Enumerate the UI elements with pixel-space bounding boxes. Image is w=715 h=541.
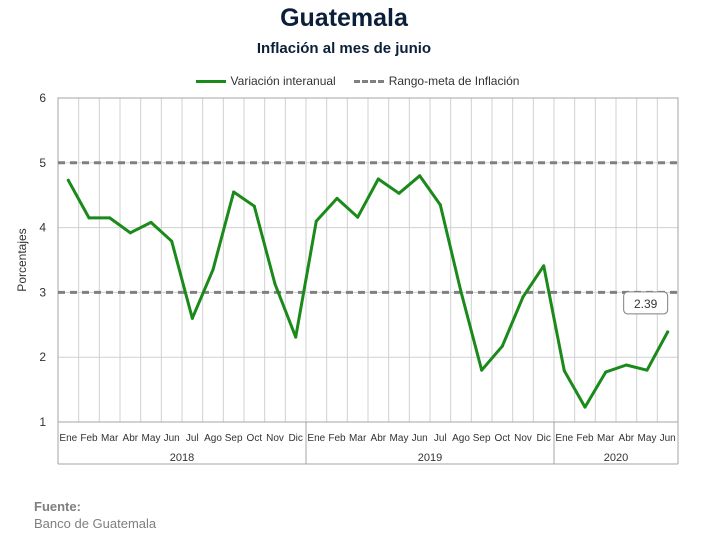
interannual-data-point — [459, 290, 463, 294]
x-tick-label-month: May — [142, 433, 161, 444]
interannual-data-point — [190, 316, 194, 320]
x-tick-label-month: Sep — [473, 433, 491, 444]
interannual-data-point — [108, 216, 112, 220]
x-tick-label-month: Abr — [371, 433, 387, 444]
x-tick-label-month: Nov — [514, 433, 532, 444]
x-tick-label-month: Dic — [536, 433, 550, 444]
interannual-data-point — [562, 369, 566, 373]
x-tick-label-month: Jun — [412, 433, 428, 444]
interannual-data-point — [418, 174, 422, 178]
x-tick-label-month: May — [638, 433, 657, 444]
y-axis-label: Porcentajes — [15, 228, 29, 291]
interannual-data-point — [500, 344, 504, 348]
interannual-data-point — [128, 231, 132, 235]
interannual-data-point — [583, 405, 587, 409]
x-tick-label-month: Mar — [101, 433, 119, 444]
x-tick-label-month: Oct — [247, 433, 263, 444]
x-tick-label-month: Abr — [123, 433, 139, 444]
x-tick-label-month: Jun — [660, 433, 676, 444]
x-tick-label-month: May — [390, 433, 409, 444]
y-tick-label: 4 — [39, 221, 46, 235]
x-tick-label-month: Feb — [576, 433, 594, 444]
x-tick-label-month: Ene — [59, 433, 77, 444]
interannual-data-point — [604, 370, 608, 374]
interannual-data-point — [294, 335, 298, 339]
interannual-data-point — [149, 220, 153, 224]
x-tick-label-month: Jul — [434, 433, 447, 444]
plot-area — [57, 97, 679, 423]
interannual-data-point — [480, 368, 484, 372]
legend-label-target-range: Rango-meta de Inflación — [388, 74, 520, 88]
interannual-data-point — [314, 219, 318, 223]
interannual-data-point — [170, 239, 174, 243]
x-tick-label-month: Oct — [495, 433, 511, 444]
x-tick-label-month: Mar — [349, 433, 367, 444]
interannual-data-point — [438, 203, 442, 207]
interannual-data-point — [666, 330, 670, 334]
x-tick-label-month: Feb — [328, 433, 346, 444]
y-tick-label: 2 — [39, 350, 46, 364]
x-tick-label-month: Ene — [307, 433, 325, 444]
x-tick-label-year: 2020 — [604, 452, 628, 464]
y-tick-label: 6 — [39, 91, 46, 105]
interannual-data-point — [376, 177, 380, 181]
y-tick-label: 3 — [39, 285, 46, 299]
x-tick-label-month: Abr — [619, 433, 635, 444]
interannual-data-point — [273, 282, 277, 286]
legend-item-interannual: Variación interanual — [195, 74, 336, 88]
interannual-data-point — [211, 268, 215, 272]
x-tick-label-month: Dic — [288, 433, 302, 444]
interannual-inflation-line — [66, 174, 670, 409]
interannual-data-point — [397, 191, 401, 195]
interannual-data-point — [252, 204, 256, 208]
legend-item-target-range: Rango-meta de Inflación — [353, 74, 520, 88]
x-tick-label-month: Ene — [555, 433, 573, 444]
interannual-data-point — [624, 363, 628, 367]
x-tick-label-month: Ago — [204, 433, 222, 444]
chart-subtitle: Inflación al mes de junio — [256, 40, 432, 57]
x-tick-label-month: Nov — [266, 433, 284, 444]
last-value-annotation-box — [623, 291, 669, 315]
interannual-data-point — [645, 368, 649, 372]
interannual-data-point — [521, 295, 525, 299]
source-label: Fuente: — [34, 499, 81, 514]
legend-swatch-target-range — [353, 79, 384, 83]
legend-swatch-interannual — [195, 79, 226, 83]
interannual-data-point — [66, 178, 70, 182]
legend-label-interannual: Variación interanual — [230, 74, 336, 88]
chart-title: Guatemala — [280, 4, 408, 32]
x-tick-label-month: Jul — [186, 433, 199, 444]
x-tick-label-month: Jun — [164, 433, 180, 444]
chart-legend: Variación interanual Rango-meta de Infla… — [0, 72, 715, 90]
x-tick-label-month: Feb — [80, 433, 98, 444]
y-tick-label: 1 — [39, 415, 46, 429]
x-tick-label-month: Ago — [452, 433, 470, 444]
interannual-data-point — [87, 216, 91, 220]
y-tick-label: 5 — [39, 156, 46, 170]
interannual-data-point — [335, 196, 339, 200]
x-tick-label-month: Mar — [597, 433, 615, 444]
last-value-annotation: 2.39 — [634, 297, 658, 311]
interannual-data-point — [542, 264, 546, 268]
interannual-data-point — [232, 190, 236, 194]
x-tick-label-year: 2019 — [418, 452, 442, 464]
x-tick-label-month: Sep — [225, 433, 243, 444]
x-tick-label-year: 2018 — [170, 452, 194, 464]
interannual-data-point — [356, 215, 360, 219]
source-text: Banco de Guatemala — [34, 516, 157, 531]
